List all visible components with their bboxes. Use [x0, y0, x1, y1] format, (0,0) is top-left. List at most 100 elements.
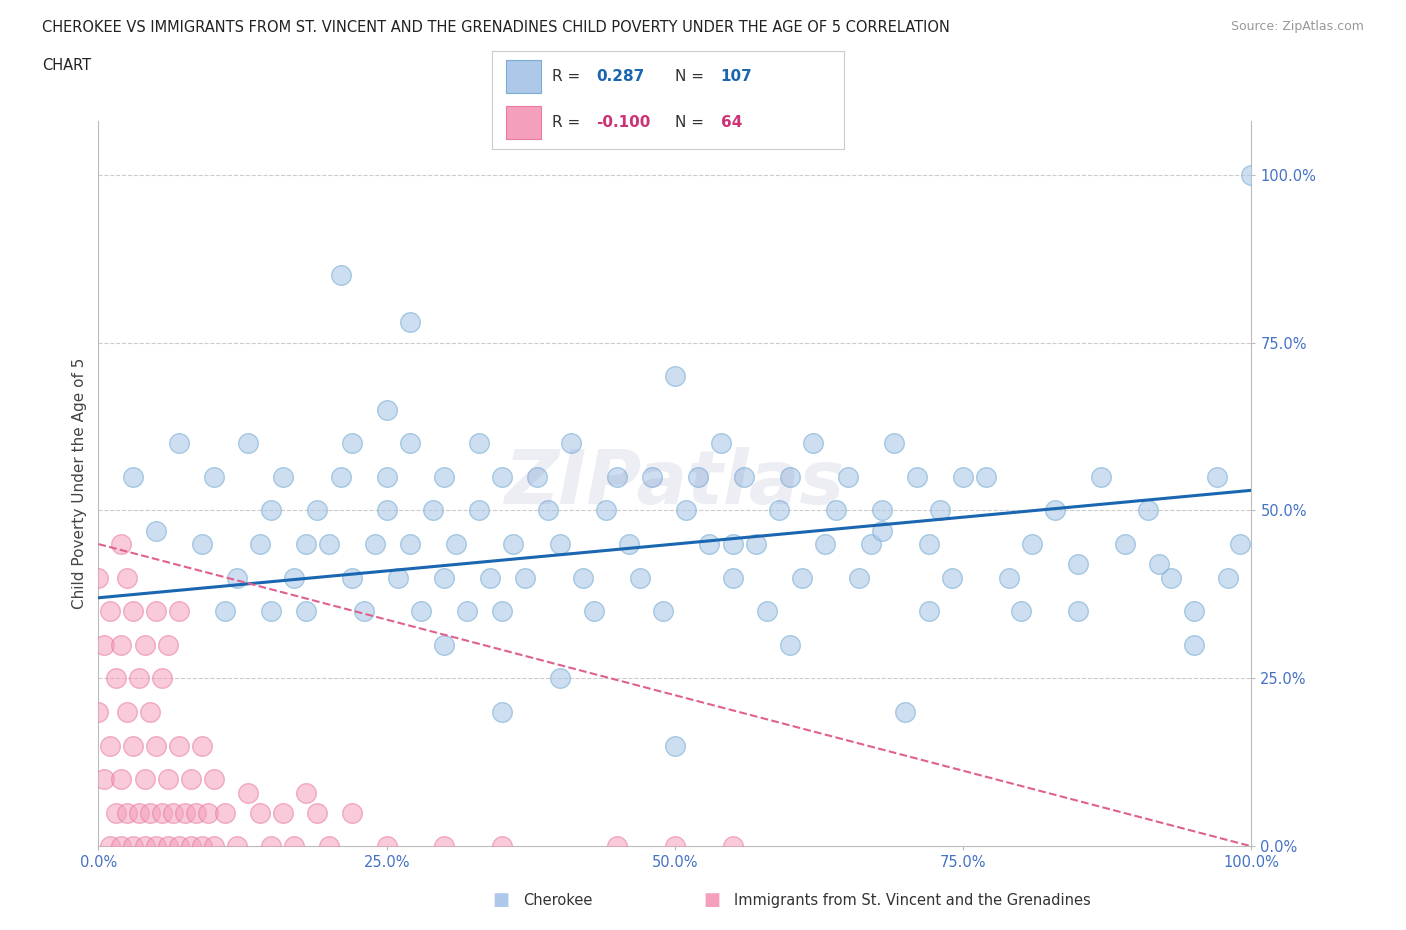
Point — [664, 368, 686, 383]
Point — [848, 570, 870, 585]
Text: 107: 107 — [721, 69, 752, 84]
Point — [537, 503, 560, 518]
Point — [1229, 537, 1251, 551]
Point — [548, 537, 571, 551]
Point — [664, 839, 686, 854]
Point — [721, 839, 744, 854]
Point — [145, 839, 167, 854]
Point — [491, 470, 513, 485]
Point — [617, 537, 640, 551]
Point — [307, 503, 329, 518]
Point — [214, 604, 236, 618]
Point — [710, 436, 733, 451]
Text: ZIPatlas: ZIPatlas — [505, 447, 845, 520]
Point — [145, 604, 167, 618]
FancyBboxPatch shape — [506, 60, 541, 93]
Point — [422, 503, 444, 518]
Point — [134, 772, 156, 787]
Point — [628, 570, 651, 585]
Point — [801, 436, 824, 451]
Point — [156, 637, 179, 652]
Point — [433, 839, 456, 854]
Point — [1182, 604, 1205, 618]
Text: CHEROKEE VS IMMIGRANTS FROM ST. VINCENT AND THE GRENADINES CHILD POVERTY UNDER T: CHEROKEE VS IMMIGRANTS FROM ST. VINCENT … — [42, 20, 950, 35]
Point — [156, 772, 179, 787]
Point — [606, 470, 628, 485]
Point — [139, 705, 162, 720]
Point — [295, 537, 318, 551]
Text: R =: R = — [551, 69, 581, 84]
Point — [110, 772, 132, 787]
Text: ■: ■ — [703, 891, 720, 910]
Text: ■: ■ — [492, 891, 509, 910]
Point — [917, 537, 939, 551]
Point — [150, 671, 173, 685]
Point — [721, 537, 744, 551]
Point — [733, 470, 755, 485]
Point — [571, 570, 593, 585]
Point — [167, 738, 190, 753]
Point — [433, 470, 456, 485]
Point — [768, 503, 790, 518]
Point — [145, 738, 167, 753]
Text: R =: R = — [551, 115, 581, 130]
Point — [122, 839, 145, 854]
Point — [606, 839, 628, 854]
Point — [398, 315, 420, 330]
Point — [1114, 537, 1136, 551]
Point — [186, 805, 208, 820]
Point — [1205, 470, 1227, 485]
Point — [387, 570, 409, 585]
Point — [433, 570, 456, 585]
Point — [238, 785, 260, 800]
Point — [1010, 604, 1032, 618]
Point — [180, 839, 202, 854]
Text: N =: N = — [675, 115, 704, 130]
FancyBboxPatch shape — [506, 106, 541, 140]
Point — [444, 537, 467, 551]
Point — [249, 537, 271, 551]
Point — [1136, 503, 1159, 518]
Point — [398, 436, 420, 451]
Text: 0.287: 0.287 — [596, 69, 644, 84]
Y-axis label: Child Poverty Under the Age of 5: Child Poverty Under the Age of 5 — [72, 358, 87, 609]
Point — [110, 839, 132, 854]
Point — [98, 839, 121, 854]
Point — [117, 705, 139, 720]
Point — [225, 839, 247, 854]
Point — [197, 805, 219, 820]
Point — [93, 772, 115, 787]
Point — [952, 470, 974, 485]
Point — [353, 604, 375, 618]
Point — [1067, 604, 1090, 618]
Point — [560, 436, 582, 451]
Point — [167, 436, 190, 451]
Point — [790, 570, 813, 585]
Point — [202, 839, 225, 854]
Point — [411, 604, 433, 618]
Point — [191, 738, 214, 753]
Point — [110, 537, 132, 551]
Point — [513, 570, 536, 585]
Point — [139, 805, 162, 820]
Point — [641, 470, 664, 485]
Point — [98, 604, 121, 618]
Point — [162, 805, 184, 820]
Point — [744, 537, 766, 551]
Point — [93, 637, 115, 652]
Point — [779, 637, 801, 652]
Point — [295, 785, 318, 800]
Point — [375, 839, 398, 854]
Text: -0.100: -0.100 — [596, 115, 650, 130]
Point — [167, 839, 190, 854]
Point — [905, 470, 928, 485]
Point — [1067, 557, 1090, 572]
Point — [249, 805, 271, 820]
Text: Source: ZipAtlas.com: Source: ZipAtlas.com — [1230, 20, 1364, 33]
Point — [156, 839, 179, 854]
Point — [87, 570, 110, 585]
Point — [491, 705, 513, 720]
Point — [318, 537, 340, 551]
Point — [468, 436, 491, 451]
Point — [283, 839, 305, 854]
